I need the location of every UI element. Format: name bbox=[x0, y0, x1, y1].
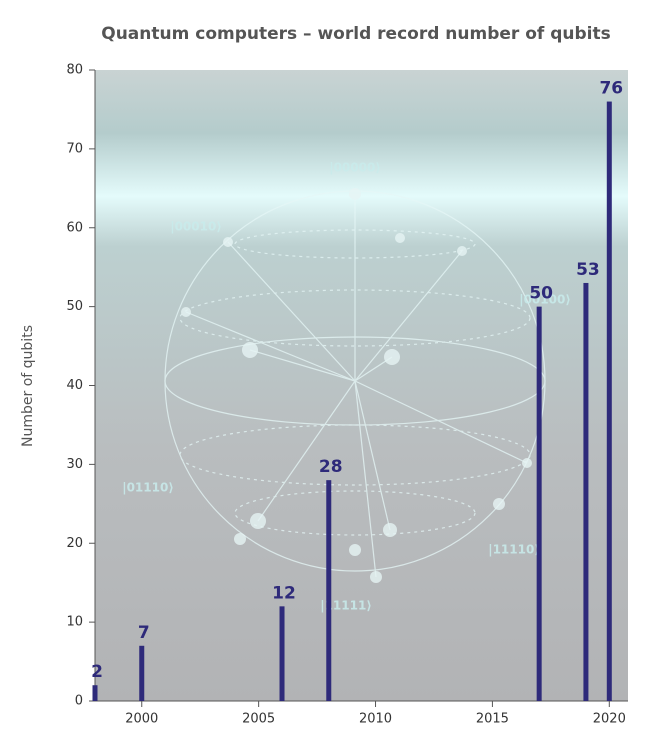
value-label: 53 bbox=[576, 260, 600, 280]
bar bbox=[583, 282, 589, 701]
annotation: |11110⟩ bbox=[488, 543, 540, 557]
bar bbox=[536, 306, 542, 701]
y-tick-label: 10 bbox=[66, 615, 83, 630]
sphere-illustration bbox=[164, 190, 546, 578]
y-axis-label: Number of qubits bbox=[20, 325, 36, 447]
y-tick-label: 40 bbox=[66, 378, 83, 393]
value-label: 12 bbox=[272, 583, 296, 603]
value-label: 28 bbox=[319, 457, 343, 477]
bar bbox=[606, 101, 612, 702]
bar bbox=[92, 685, 98, 701]
y-tick-label: 50 bbox=[66, 299, 83, 314]
annotation: |00100⟩ bbox=[519, 293, 571, 307]
sphere-dots bbox=[181, 188, 532, 583]
annotation: |00010⟩ bbox=[170, 220, 222, 234]
annotations: |00000⟩ |00010⟩ |00100⟩ |01110⟩ |11110⟩ |1111… bbox=[122, 161, 571, 613]
annotation: |11111⟩ bbox=[320, 599, 372, 613]
y-tick-label: 30 bbox=[66, 457, 83, 472]
chart-title: Quantum computers – world record number … bbox=[101, 24, 610, 44]
value-label: 2 bbox=[91, 662, 103, 682]
bar bbox=[279, 606, 285, 701]
x-tick-label: 2015 bbox=[476, 712, 509, 727]
y-tick-label: 0 bbox=[75, 694, 83, 709]
y-tick-label: 20 bbox=[66, 536, 83, 551]
bar bbox=[326, 480, 332, 701]
value-label: 7 bbox=[138, 623, 150, 643]
annotation: |01110⟩ bbox=[122, 481, 174, 495]
x-tick-label: 2000 bbox=[125, 712, 158, 727]
y-tick-label: 80 bbox=[66, 63, 83, 78]
value-label: 76 bbox=[599, 79, 623, 99]
x-tick-label: 2020 bbox=[593, 712, 626, 727]
y-tick-label: 60 bbox=[66, 220, 83, 235]
x-tick-label: 2005 bbox=[242, 712, 275, 727]
x-tick-label: 2010 bbox=[359, 712, 392, 727]
value-label: 50 bbox=[529, 284, 553, 304]
annotation: |00000⟩ bbox=[329, 161, 381, 175]
bar bbox=[139, 645, 145, 701]
y-tick-label: 70 bbox=[66, 141, 83, 156]
